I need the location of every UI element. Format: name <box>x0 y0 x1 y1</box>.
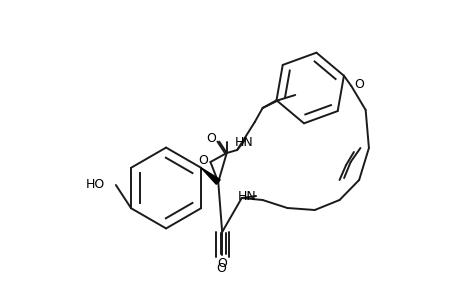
Text: O: O <box>215 262 225 275</box>
Text: O: O <box>206 132 216 145</box>
Text: HO: HO <box>85 178 105 191</box>
Text: O: O <box>217 257 227 270</box>
Text: HN: HN <box>234 136 253 149</box>
Text: HN: HN <box>237 190 256 202</box>
Text: O: O <box>197 154 207 166</box>
Text: O: O <box>353 77 363 91</box>
Polygon shape <box>201 168 220 184</box>
